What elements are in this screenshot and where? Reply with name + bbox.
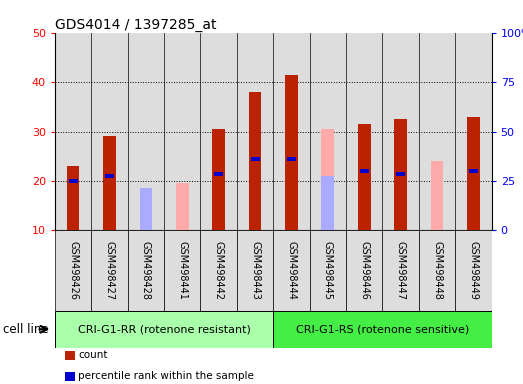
Bar	[346, 33, 382, 230]
Bar	[287, 157, 296, 161]
Bar	[467, 117, 480, 230]
Bar	[251, 157, 259, 161]
Bar	[140, 189, 152, 230]
Bar	[396, 172, 405, 175]
Text: GSM498443: GSM498443	[250, 241, 260, 300]
FancyBboxPatch shape	[128, 230, 164, 311]
Bar	[69, 179, 77, 183]
FancyBboxPatch shape	[92, 230, 128, 311]
FancyBboxPatch shape	[455, 230, 492, 311]
Bar	[237, 33, 273, 230]
Text: count: count	[78, 350, 108, 360]
Bar	[164, 33, 200, 230]
Bar	[176, 184, 189, 230]
Text: CRI-G1-RS (rotenone sensitive): CRI-G1-RS (rotenone sensitive)	[296, 324, 469, 334]
Bar	[394, 119, 407, 230]
Text: GSM498447: GSM498447	[395, 241, 406, 300]
Text: CRI-G1-RR (rotenone resistant): CRI-G1-RR (rotenone resistant)	[77, 324, 251, 334]
FancyBboxPatch shape	[237, 230, 273, 311]
FancyBboxPatch shape	[55, 311, 273, 348]
Bar	[200, 33, 237, 230]
Bar	[249, 92, 262, 230]
Text: GSM498426: GSM498426	[68, 241, 78, 300]
FancyBboxPatch shape	[273, 311, 492, 348]
FancyBboxPatch shape	[55, 230, 92, 311]
Text: GSM498449: GSM498449	[469, 241, 479, 300]
Bar	[273, 33, 310, 230]
FancyBboxPatch shape	[200, 230, 237, 311]
Bar	[105, 174, 114, 178]
Bar	[310, 33, 346, 230]
Bar	[358, 124, 371, 230]
FancyBboxPatch shape	[382, 230, 419, 311]
Bar	[455, 33, 492, 230]
Bar	[322, 129, 334, 230]
Text: GSM498441: GSM498441	[177, 241, 187, 300]
Text: cell line: cell line	[3, 323, 48, 336]
Text: GSM498427: GSM498427	[105, 241, 115, 300]
Text: GSM498446: GSM498446	[359, 241, 369, 300]
Bar	[212, 129, 225, 230]
Bar	[103, 136, 116, 230]
Text: GSM498428: GSM498428	[141, 241, 151, 300]
Bar	[360, 169, 369, 173]
Bar	[419, 33, 455, 230]
Text: percentile rank within the sample: percentile rank within the sample	[78, 371, 254, 381]
Bar	[430, 161, 444, 230]
FancyBboxPatch shape	[273, 230, 310, 311]
Bar	[382, 33, 419, 230]
Text: GDS4014 / 1397285_at: GDS4014 / 1397285_at	[55, 18, 217, 31]
Bar	[469, 169, 478, 173]
Text: GSM498445: GSM498445	[323, 241, 333, 300]
FancyBboxPatch shape	[310, 230, 346, 311]
Bar	[92, 33, 128, 230]
Bar	[322, 176, 334, 230]
Bar	[128, 33, 164, 230]
Text: GSM498442: GSM498442	[214, 241, 224, 300]
Bar	[67, 166, 79, 230]
Bar	[140, 193, 152, 230]
FancyBboxPatch shape	[346, 230, 382, 311]
Text: GSM498444: GSM498444	[287, 241, 297, 300]
Bar	[55, 33, 92, 230]
Text: GSM498448: GSM498448	[432, 241, 442, 300]
FancyBboxPatch shape	[419, 230, 455, 311]
Bar	[285, 74, 298, 230]
Bar	[214, 172, 223, 175]
FancyBboxPatch shape	[164, 230, 200, 311]
